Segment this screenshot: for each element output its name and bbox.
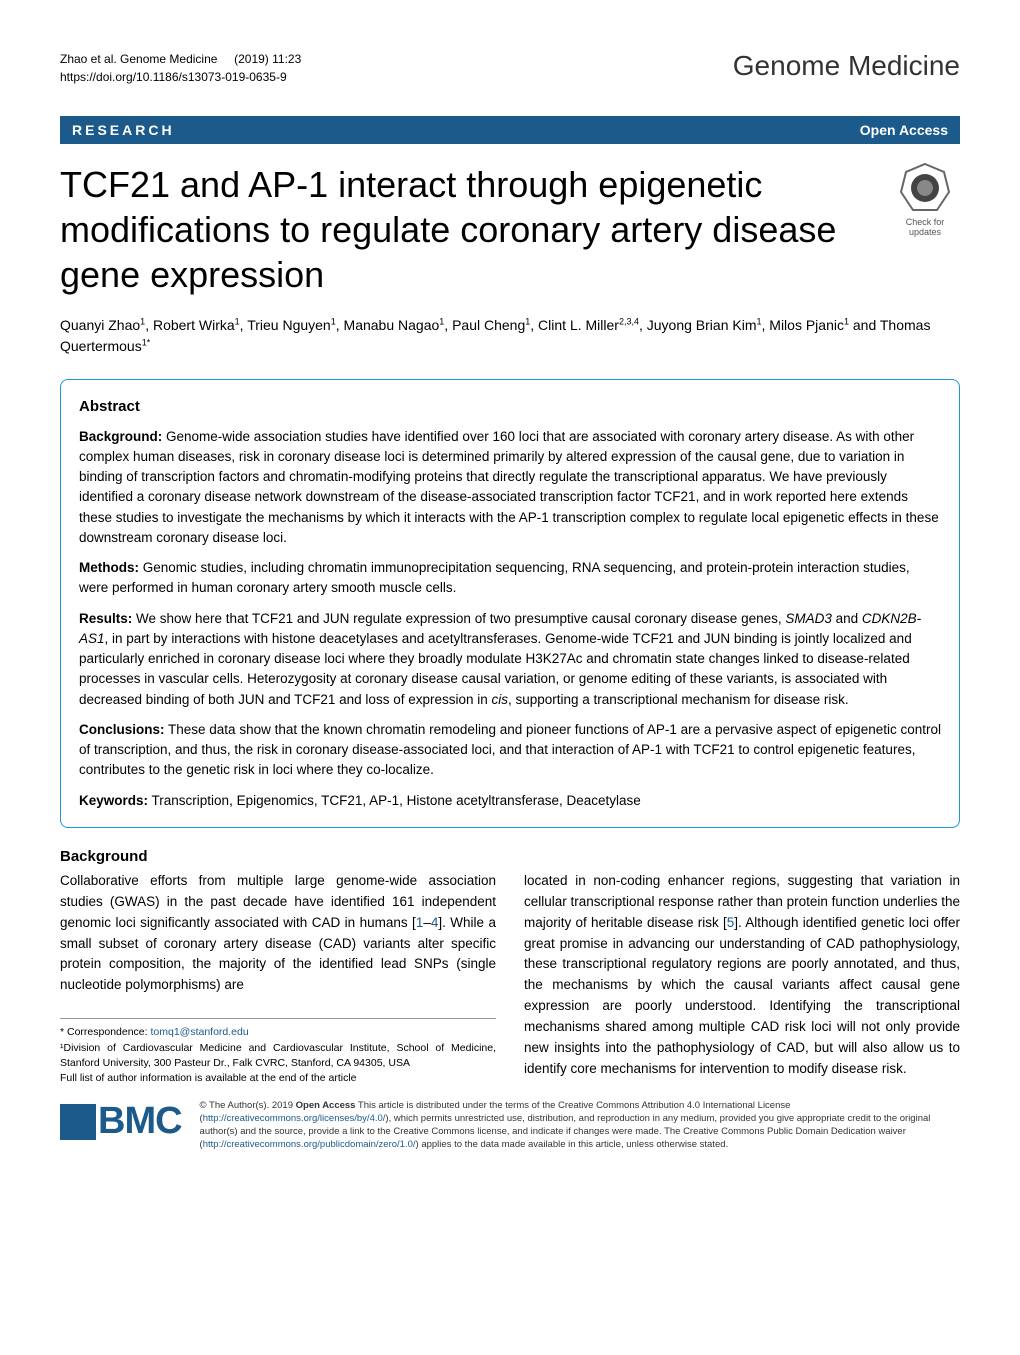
abstract-keywords: Keywords: Transcription, Epigenomics, TC… — [79, 791, 941, 811]
title-row: TCF21 and AP-1 interact through epigenet… — [60, 162, 960, 297]
body-col-left-text: Collaborative efforts from multiple larg… — [60, 871, 496, 997]
abstract-background-label: Background: — [79, 429, 162, 444]
footer-row: BMC © The Author(s). 2019 Open Access Th… — [60, 1100, 960, 1151]
background-section: Background Collaborative efforts from mu… — [60, 848, 960, 1086]
abstract-conclusions-text: These data show that the known chromatin… — [79, 722, 941, 778]
abstract-conclusions-label: Conclusions: — [79, 722, 165, 737]
correspondence-aff: ¹Division of Cardiovascular Medicine and… — [60, 1042, 496, 1069]
check-updates-badge[interactable]: Check for updates — [890, 162, 960, 237]
authors-list: Quanyi Zhao1, Robert Wirka1, Trieu Nguye… — [60, 315, 960, 357]
article-type-label: RESEARCH — [72, 122, 175, 138]
abstract-background: Background: Genome-wide association stud… — [79, 427, 941, 549]
citation-doi: https://doi.org/10.1186/s13073-019-0635-… — [60, 70, 287, 84]
two-column-body: Collaborative efforts from multiple larg… — [60, 871, 960, 1086]
background-heading: Background — [60, 848, 960, 865]
abstract-results: Results: We show here that TCF21 and JUN… — [79, 609, 941, 710]
check-updates-line2: updates — [909, 227, 941, 237]
abstract-methods-label: Methods: — [79, 560, 139, 575]
abstract-results-text: We show here that TCF21 and JUN regulate… — [79, 611, 921, 707]
open-access-label: Open Access — [860, 122, 948, 138]
citation-block: Zhao et al. Genome Medicine (2019) 11:23… — [60, 50, 301, 86]
keywords-label: Keywords: — [79, 793, 148, 808]
body-col-right: located in non-coding enhancer regions, … — [524, 871, 960, 1086]
crossmark-icon — [899, 162, 951, 214]
abstract-methods-text: Genomic studies, including chromatin imm… — [79, 560, 910, 595]
abstract-results-label: Results: — [79, 611, 132, 626]
keywords-text: Transcription, Epigenomics, TCF21, AP-1,… — [148, 793, 641, 808]
article-title: TCF21 and AP-1 interact through epigenet… — [60, 162, 870, 297]
bmc-logo-text: BMC — [98, 1100, 182, 1143]
article-type-bar: RESEARCH Open Access — [60, 116, 960, 144]
journal-name: Genome Medicine — [733, 50, 960, 82]
correspondence-block: * Correspondence: tomq1@stanford.edu ¹Di… — [60, 1018, 496, 1086]
page-header: Zhao et al. Genome Medicine (2019) 11:23… — [60, 50, 960, 86]
abstract-conclusions: Conclusions: These data show that the kn… — [79, 720, 941, 781]
abstract-heading: Abstract — [79, 396, 941, 419]
correspondence-star: * Correspondence: — [60, 1026, 150, 1038]
license-text: © The Author(s). 2019 Open Access This a… — [200, 1100, 960, 1151]
abstract-background-text: Genome-wide association studies have ide… — [79, 429, 939, 545]
abstract-methods: Methods: Genomic studies, including chro… — [79, 558, 941, 599]
check-updates-line1: Check for — [906, 217, 945, 227]
abstract-box: Abstract Background: Genome-wide associa… — [60, 379, 960, 828]
correspondence-email[interactable]: tomq1@stanford.edu — [150, 1026, 248, 1038]
correspondence-full-list: Full list of author information is avail… — [60, 1072, 357, 1084]
body-col-left: Collaborative efforts from multiple larg… — [60, 871, 496, 1086]
bmc-logo-square — [60, 1104, 96, 1140]
citation-authors: Zhao et al. Genome Medicine — [60, 52, 217, 66]
bmc-logo: BMC — [60, 1100, 182, 1143]
citation-year-vol: (2019) 11:23 — [234, 52, 301, 66]
